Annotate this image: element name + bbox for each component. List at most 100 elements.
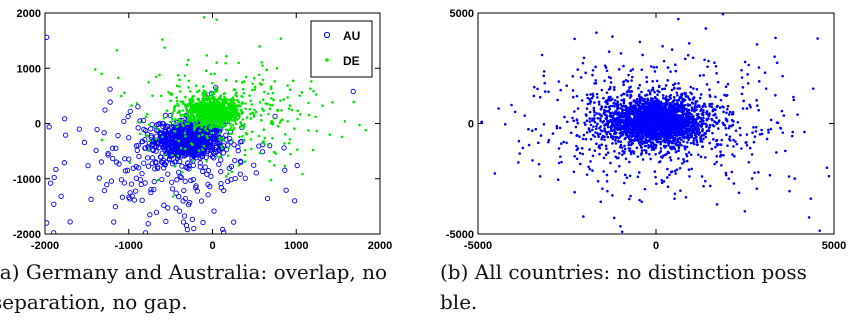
- point-series: [656, 122, 660, 125]
- point-de: [189, 119, 192, 123]
- point-de: [202, 121, 205, 124]
- point-de: [271, 91, 275, 95]
- point-de: [283, 133, 287, 136]
- point-au: [237, 139, 243, 145]
- point-series: [611, 194, 614, 197]
- point-series: [669, 123, 673, 127]
- point-series: [532, 94, 536, 98]
- point-de: [244, 131, 248, 135]
- point-series: [611, 111, 614, 114]
- point-de: [237, 61, 241, 65]
- point-series: [613, 117, 616, 121]
- point-series: [637, 136, 641, 140]
- point-series: [661, 124, 665, 127]
- point-de: [202, 16, 206, 19]
- point-series: [724, 127, 728, 130]
- point-au: [204, 148, 211, 155]
- point-de: [312, 89, 315, 93]
- point-de: [191, 100, 195, 103]
- point-series: [599, 117, 602, 120]
- point-de: [176, 154, 180, 158]
- point-series: [700, 118, 704, 122]
- point-series: [652, 110, 655, 114]
- point-series: [575, 94, 579, 98]
- point-au: [153, 160, 159, 166]
- point-de: [145, 112, 149, 116]
- point-series: [726, 104, 730, 108]
- point-series: [620, 124, 624, 128]
- point-de: [244, 102, 247, 105]
- point-series: [625, 107, 629, 111]
- point-series: [675, 91, 679, 95]
- point-de: [258, 73, 261, 77]
- point-au: [150, 147, 156, 154]
- point-series: [753, 135, 757, 138]
- point-series: [653, 128, 656, 132]
- point-series: [708, 93, 712, 97]
- point-series: [703, 156, 707, 159]
- legend-label-au: AU: [343, 29, 360, 43]
- point-series: [774, 36, 777, 40]
- point-de: [235, 91, 238, 95]
- point-series: [595, 124, 598, 128]
- point-au: [294, 162, 300, 169]
- point-series: [650, 104, 654, 108]
- point-series: [701, 128, 704, 131]
- point-series: [733, 155, 736, 158]
- point-de: [201, 116, 205, 119]
- point-au: [119, 194, 126, 200]
- point-series: [658, 101, 662, 105]
- point-de: [300, 91, 304, 94]
- point-series: [625, 90, 629, 94]
- point-series: [593, 114, 596, 117]
- point-series: [640, 200, 643, 204]
- point-series: [665, 103, 669, 107]
- point-series: [599, 129, 603, 132]
- point-series: [626, 123, 630, 127]
- point-series: [578, 135, 581, 138]
- point-de: [219, 115, 222, 118]
- point-de: [229, 101, 232, 105]
- y-tick-label: -2000: [13, 229, 41, 241]
- point-de: [184, 104, 187, 108]
- point-de: [328, 133, 332, 136]
- point-de: [275, 66, 279, 70]
- point-de: [138, 132, 142, 136]
- point-au: [148, 126, 154, 132]
- point-au: [225, 142, 231, 148]
- point-series: [651, 145, 655, 148]
- point-series: [698, 74, 702, 77]
- point-de: [185, 63, 189, 67]
- point-series: [720, 138, 724, 142]
- point-series: [674, 115, 677, 119]
- point-au: [165, 131, 171, 137]
- point-series: [607, 105, 611, 109]
- point-series: [680, 100, 683, 104]
- point-de: [288, 88, 292, 91]
- point-au: [200, 219, 206, 226]
- point-de: [266, 92, 270, 96]
- point-series: [657, 90, 661, 94]
- point-au: [184, 165, 190, 171]
- point-de: [262, 128, 266, 132]
- point-au: [220, 150, 227, 156]
- point-de: [262, 90, 266, 94]
- point-series: [654, 103, 657, 107]
- point-de: [201, 93, 204, 97]
- point-series: [664, 153, 667, 157]
- point-series: [686, 53, 690, 57]
- point-de: [222, 113, 226, 117]
- point-series: [702, 73, 705, 77]
- point-series: [595, 92, 599, 96]
- legend-label-de: DE: [343, 54, 360, 68]
- point-de: [188, 108, 192, 111]
- point-series: [589, 160, 592, 163]
- point-series: [721, 105, 724, 108]
- point-au: [237, 171, 243, 177]
- point-de: [197, 134, 201, 138]
- point-de: [179, 114, 182, 117]
- point-de: [252, 115, 256, 119]
- point-series: [670, 48, 674, 51]
- y-tick-label: 2000: [17, 8, 41, 20]
- point-de: [168, 120, 172, 124]
